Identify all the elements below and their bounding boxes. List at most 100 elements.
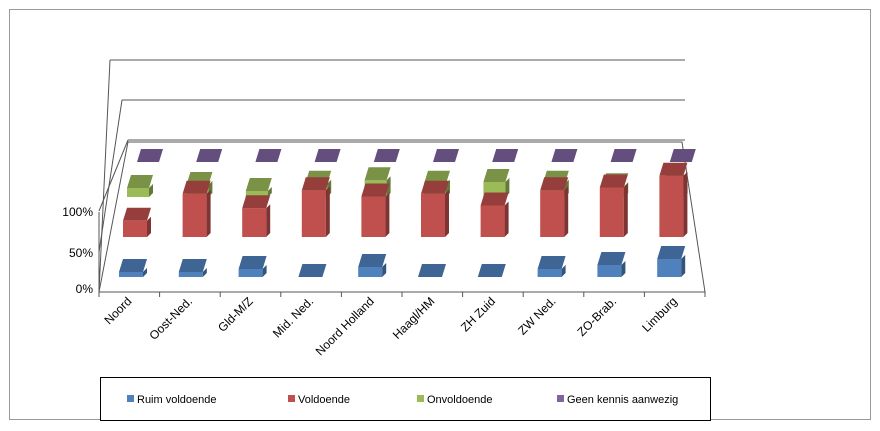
bar-front — [178, 272, 203, 277]
bar-top — [196, 149, 223, 162]
bar-top — [238, 256, 267, 269]
bar-front — [657, 259, 682, 277]
bar-front — [421, 193, 445, 237]
bar-side — [445, 189, 449, 237]
legend-item: Onvoldoende — [417, 394, 492, 406]
bar-top — [301, 177, 330, 191]
bar-geen-kennis-aanwezig-4 — [373, 149, 400, 162]
bar-top — [119, 259, 147, 272]
bar-voldoende-9 — [659, 162, 688, 237]
bar-side — [683, 171, 688, 237]
bar-top — [492, 149, 519, 162]
bar-voldoende-3 — [301, 177, 330, 237]
bar-side — [386, 176, 391, 197]
legend-label: Voldoende — [298, 394, 350, 406]
bar-front — [599, 187, 624, 237]
bar-front — [119, 272, 143, 277]
bar-top — [242, 195, 271, 209]
bar-geen-kennis-aanwezig-7 — [551, 149, 578, 162]
bar-side — [564, 186, 569, 237]
bar-top — [123, 207, 151, 221]
bar-side — [262, 265, 267, 277]
bar-front — [123, 220, 147, 237]
wall-edge — [98, 59, 111, 293]
bar-top — [551, 149, 578, 162]
bar-top — [373, 149, 400, 162]
bar-front — [301, 190, 326, 237]
bar-front — [238, 269, 263, 277]
bar-top — [245, 178, 272, 191]
bar-top — [477, 264, 506, 277]
bar-geen-kennis-aanwezig-8 — [610, 149, 637, 162]
bar-side — [143, 268, 147, 277]
bar-geen-kennis-aanwezig-5 — [433, 149, 459, 162]
bar-voldoende-6 — [480, 192, 509, 237]
bar-ruim-voldoende-4 — [358, 254, 387, 277]
wall-edge — [98, 139, 129, 212]
bar-front — [245, 191, 268, 197]
bar-top — [597, 252, 626, 265]
legend-label: Onvoldoende — [427, 394, 492, 406]
bar-side — [505, 178, 510, 197]
legend-item: Geen kennis aanwezig — [557, 394, 678, 406]
bar-voldoende-5 — [421, 180, 449, 237]
bar-top — [424, 170, 450, 184]
bar-voldoende-8 — [599, 174, 628, 237]
legend-swatch — [127, 395, 134, 402]
floor — [98, 141, 706, 293]
bar-ruim-voldoende-9 — [657, 246, 686, 277]
bar-top — [483, 169, 510, 182]
bar-top — [178, 259, 207, 272]
legend-swatch — [288, 395, 295, 402]
bar-top — [669, 149, 696, 162]
bar-side — [325, 186, 330, 237]
bar-front — [540, 190, 565, 237]
bar-onvoldoende-2 — [245, 178, 272, 197]
bar-top — [540, 177, 569, 191]
bar-ruim-voldoende-0 — [119, 259, 147, 277]
bar-side — [504, 201, 509, 237]
legend: Ruim voldoende Voldoende Onvoldoende Geen k… — [100, 377, 711, 421]
bar-geen-kennis-aanwezig-3 — [314, 149, 341, 162]
bar-voldoende-7 — [540, 177, 569, 237]
legend-label: Ruim voldoende — [137, 394, 217, 406]
bars — [119, 149, 696, 277]
legend-swatch — [557, 395, 564, 402]
bar-onvoldoende-0 — [127, 175, 153, 197]
bar-side — [147, 216, 151, 237]
bar-side — [149, 184, 153, 197]
bar-top — [298, 264, 327, 277]
bar-ruim-voldoende-1 — [178, 259, 207, 277]
y-tick-label: 50% — [69, 246, 93, 260]
bar-ruim-voldoende-7 — [537, 256, 566, 277]
bar-top — [433, 149, 459, 162]
bar-side — [266, 204, 271, 237]
bar-front — [597, 265, 622, 277]
bar-top — [480, 192, 509, 206]
bar-side — [681, 255, 686, 277]
bar-front — [480, 205, 505, 237]
bar-top — [364, 167, 391, 181]
bar-geen-kennis-aanwezig-1 — [196, 149, 223, 162]
legend-swatch — [417, 395, 424, 402]
bar-top — [137, 149, 163, 162]
bar-front — [242, 208, 267, 237]
bar-top — [127, 175, 153, 188]
bar-geen-kennis-aanwezig-9 — [669, 149, 696, 162]
bar-top — [599, 174, 628, 188]
bar-ruim-voldoende-3 — [298, 264, 327, 277]
bar-top — [659, 162, 688, 176]
legend-box — [100, 377, 711, 421]
bar-geen-kennis-aanwezig-0 — [137, 149, 163, 162]
grid — [98, 59, 706, 297]
bar-side — [267, 187, 272, 197]
bar-front — [358, 267, 383, 277]
wall-edge — [98, 99, 123, 253]
bar-voldoende-1 — [182, 180, 211, 237]
bar-ruim-voldoende-5 — [418, 264, 446, 277]
bar-top — [361, 183, 390, 197]
bar-side — [382, 263, 387, 277]
bar-side — [202, 268, 207, 277]
